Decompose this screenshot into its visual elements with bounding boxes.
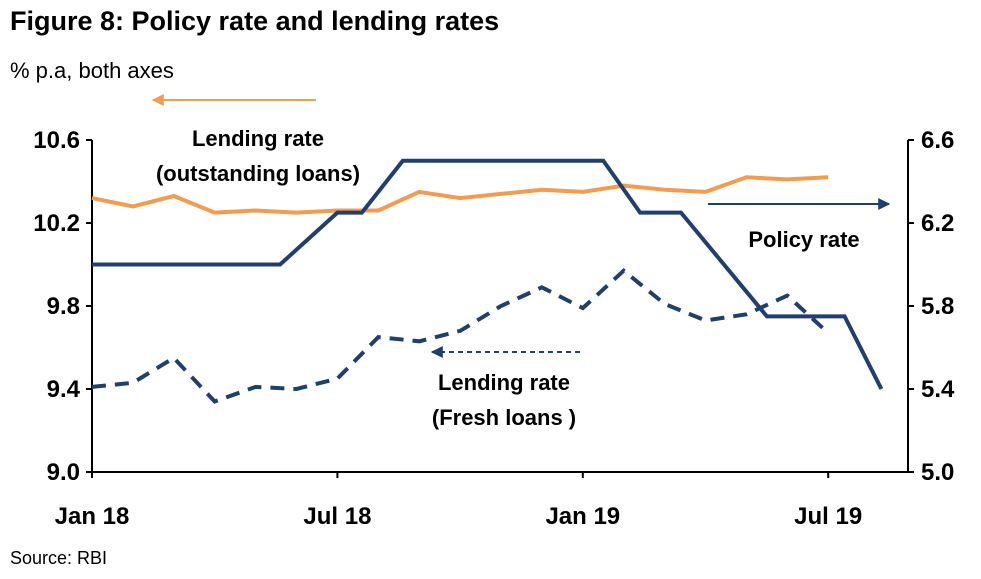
left-tick-label: 9.4 — [47, 376, 81, 403]
left-tick-label: 9.0 — [47, 459, 80, 486]
annotation-label: (outstanding loans) — [156, 161, 360, 186]
right-tick-label: 5.8 — [921, 293, 954, 320]
chart-subtitle: % p.a, both axes — [10, 58, 174, 83]
left-tick-label: 10.2 — [33, 210, 80, 237]
annotation-label: Lending rate — [192, 126, 324, 151]
right-tick-label: 5.4 — [921, 376, 955, 403]
series-line-lending-rate-outstanding-loans — [91, 175, 829, 215]
right-tick-label: 6.2 — [921, 210, 954, 237]
x-tick-label: Jul 18 — [303, 503, 371, 530]
left-tick-label: 9.8 — [47, 293, 80, 320]
right-tick-label: 5.0 — [921, 459, 954, 486]
annotation-label: (Fresh loans ) — [432, 405, 576, 430]
source-note: Source: RBI — [10, 548, 108, 568]
series-line-lending-rate-fresh-loans — [91, 268, 830, 404]
x-tick-label: Jan 18 — [55, 503, 130, 530]
annotation-label: Lending rate — [438, 370, 570, 395]
x-tick-label: Jul 19 — [794, 503, 862, 530]
left-tick-label: 10.6 — [33, 127, 80, 154]
chart-title: Figure 8: Policy rate and lending rates — [10, 6, 500, 36]
x-tick-label: Jan 19 — [545, 503, 620, 530]
annotation-label: Policy rate — [748, 227, 859, 252]
right-tick-label: 6.6 — [921, 127, 954, 154]
series-line-policy-rate — [92, 158, 884, 390]
